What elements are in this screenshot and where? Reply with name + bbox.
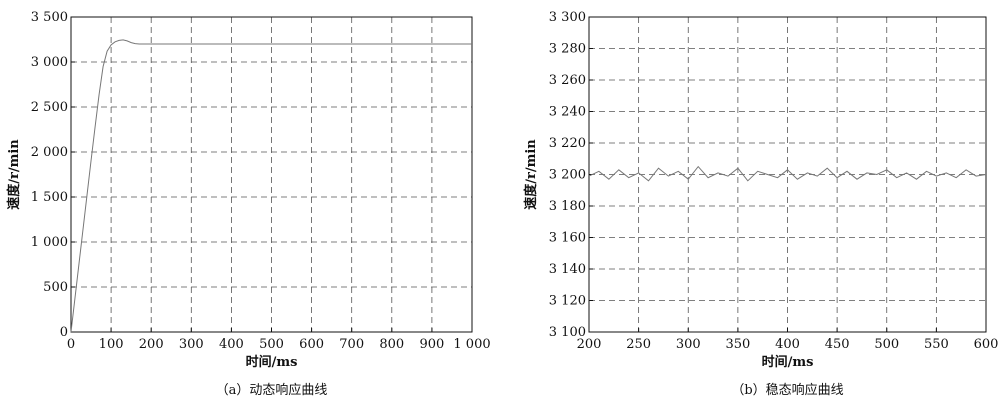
x-tick-label: 200 bbox=[577, 337, 602, 352]
y-axis-title: 速度/r/min bbox=[523, 139, 539, 210]
y-tick-label: 500 bbox=[43, 280, 68, 295]
plot-frame bbox=[588, 16, 987, 333]
dynamic-response-chart: 0 100 200 300 400 500 600 700 800 900 1 000 0 500 1 0… bbox=[6, 10, 491, 398]
y-tick-label: 3 180 bbox=[549, 199, 586, 214]
y-tick-label: 2 500 bbox=[31, 100, 68, 115]
x-tick-label: 800 bbox=[379, 337, 404, 352]
y-tick-label: 3 000 bbox=[31, 55, 68, 70]
x-tick-label: 600 bbox=[974, 337, 999, 352]
y-tick-label: 3 100 bbox=[549, 325, 586, 340]
x-axis-title: 时间/ms bbox=[246, 354, 298, 370]
y-tick-label: 3 260 bbox=[549, 73, 586, 88]
x-tick-label: 450 bbox=[825, 337, 850, 352]
plot-frame bbox=[70, 16, 473, 333]
x-tick-label: 100 bbox=[99, 337, 124, 352]
steady-state-response-chart: 200 250 300 350 400 450 500 550 600 3 100 3 120 3 1… bbox=[523, 10, 998, 398]
y-axis-title: 速度/r/min bbox=[6, 139, 22, 210]
y-tick-label: 3 220 bbox=[549, 136, 586, 151]
x-tick-label: 1 000 bbox=[453, 337, 490, 352]
y-tick-label: 3 120 bbox=[549, 294, 586, 309]
x-tick-label: 250 bbox=[626, 337, 651, 352]
y-tick-label: 3 500 bbox=[31, 10, 68, 25]
y-tick-label: 3 300 bbox=[549, 10, 586, 25]
y-tick-label: 1 500 bbox=[31, 190, 68, 205]
x-tick-label: 500 bbox=[874, 337, 899, 352]
x-tick-label: 600 bbox=[299, 337, 324, 352]
speed-series-line bbox=[588, 165, 987, 182]
x-axis-title: 时间/ms bbox=[762, 354, 814, 370]
x-tick-label: 200 bbox=[139, 337, 164, 352]
chart-caption: （b）稳态响应曲线 bbox=[731, 382, 843, 398]
y-tick-label: 2 000 bbox=[31, 145, 68, 160]
chart-caption: （a）动态响应曲线 bbox=[216, 382, 328, 398]
x-tick-label: 550 bbox=[924, 337, 949, 352]
y-tick-label: 3 160 bbox=[549, 231, 586, 246]
y-tick-label: 3 240 bbox=[549, 105, 586, 120]
y-tick-label: 3 280 bbox=[549, 42, 586, 57]
x-tick-label: 400 bbox=[219, 337, 244, 352]
x-tick-label: 500 bbox=[259, 337, 284, 352]
x-tick-label: 300 bbox=[179, 337, 204, 352]
y-tick-label: 0 bbox=[60, 325, 68, 340]
x-tick-label: 350 bbox=[725, 337, 750, 352]
x-tick-label: 300 bbox=[676, 337, 701, 352]
y-tick-label: 3 140 bbox=[549, 262, 586, 277]
x-tick-label: 900 bbox=[419, 337, 444, 352]
x-tick-label: 400 bbox=[775, 337, 800, 352]
y-tick-label: 3 200 bbox=[549, 168, 586, 183]
y-tick-label: 1 000 bbox=[31, 235, 68, 250]
x-tick-label: 0 bbox=[67, 337, 75, 352]
x-tick-label: 700 bbox=[339, 337, 364, 352]
speed-series-line bbox=[70, 39, 472, 333]
